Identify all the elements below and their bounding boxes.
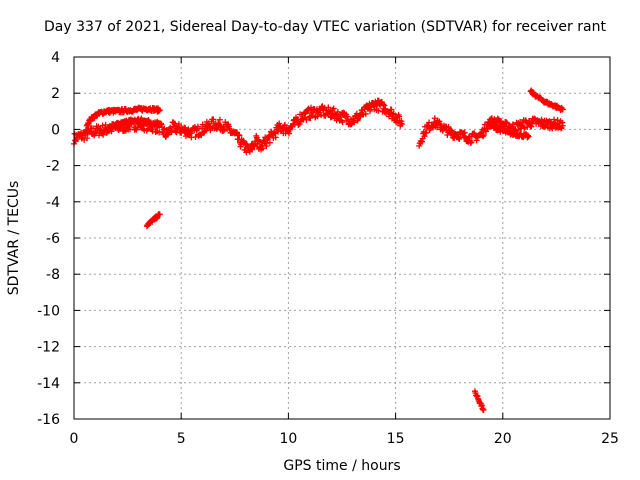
data-point-marker: [156, 211, 163, 218]
x-axis-label: GPS time / hours: [283, 458, 400, 474]
series-upper-early-trace: [83, 104, 163, 129]
data-point-marker: [156, 120, 163, 127]
y-tick-label: 0: [51, 122, 60, 138]
series-outlier-late: [471, 388, 487, 413]
y-tick-label: -4: [46, 195, 60, 211]
data-point-marker: [325, 104, 332, 111]
series-late-upper-trace: [527, 87, 566, 113]
y-tick-label: -8: [46, 267, 60, 283]
data-point-marker: [351, 118, 358, 125]
y-tick-label: -16: [37, 412, 60, 428]
data-point-marker: [175, 121, 182, 128]
data-point-marker: [169, 127, 176, 134]
data-point-marker: [330, 105, 337, 112]
data-point-marker: [249, 146, 256, 153]
y-axis-label: SDTVAR / TECUs: [6, 181, 22, 296]
x-tick-label: 5: [177, 431, 186, 447]
data-point-marker: [421, 133, 428, 140]
data-point-marker: [216, 116, 223, 123]
data-point-marker: [461, 129, 468, 136]
x-tick-label: 20: [494, 431, 512, 447]
data-point-marker: [456, 136, 463, 143]
data-point-marker: [133, 126, 140, 133]
y-tick-label: -2: [46, 159, 60, 175]
y-tick-label: -10: [37, 303, 60, 319]
data-point-marker: [375, 107, 382, 114]
y-tick-label: 2: [51, 86, 60, 102]
data-point-marker: [388, 106, 395, 113]
data-point-marker: [95, 123, 102, 130]
data-point-marker: [194, 123, 201, 130]
data-point-marker: [192, 133, 199, 140]
data-point-marker: [559, 122, 566, 129]
data-point-marker: [272, 134, 279, 141]
y-tick-label: -6: [46, 231, 60, 247]
data-point-marker: [266, 139, 273, 146]
data-point-marker: [436, 121, 443, 128]
data-point-marker: [480, 132, 487, 139]
data-point-marker: [201, 128, 208, 135]
series-central-trace: [257, 97, 406, 153]
x-tick-label: 15: [387, 431, 405, 447]
data-point-marker: [546, 118, 553, 125]
data-point-marker: [390, 110, 397, 117]
data-point-marker: [423, 129, 430, 136]
data-point-marker: [503, 120, 510, 127]
data-point-marker: [362, 110, 369, 117]
data-point-marker: [236, 132, 243, 139]
x-tick-label: 25: [601, 431, 619, 447]
series-mid-early-trace: [103, 115, 163, 135]
x-tick-label: 0: [70, 431, 79, 447]
series-lower-main-trace: [71, 116, 264, 156]
data-point-marker: [494, 115, 501, 122]
data-point-marker: [554, 117, 561, 124]
data-point-marker: [259, 145, 266, 152]
series-late-lower-branch: [484, 119, 532, 141]
data-point-marker: [559, 106, 566, 113]
x-tick-label: 10: [279, 431, 297, 447]
data-point-marker: [381, 102, 388, 109]
y-tick-label: -12: [37, 340, 60, 356]
data-point-marker: [329, 106, 336, 113]
chart-title: Day 337 of 2021, Sidereal Day-to-day VTE…: [44, 19, 606, 35]
data-points: [71, 87, 566, 413]
data-point-marker: [426, 119, 433, 126]
data-point-marker: [468, 139, 475, 146]
data-point-marker: [263, 143, 270, 150]
data-point-marker: [156, 129, 163, 136]
data-point-marker: [399, 120, 406, 127]
data-point-marker: [339, 119, 346, 126]
data-point-marker: [525, 133, 532, 140]
data-point-marker: [156, 107, 163, 114]
data-point-marker: [480, 406, 487, 413]
y-tick-label: 4: [51, 50, 60, 66]
y-tick-label: -14: [37, 376, 60, 392]
series-outlier-early: [143, 211, 163, 230]
series-late-trace: [416, 115, 566, 149]
